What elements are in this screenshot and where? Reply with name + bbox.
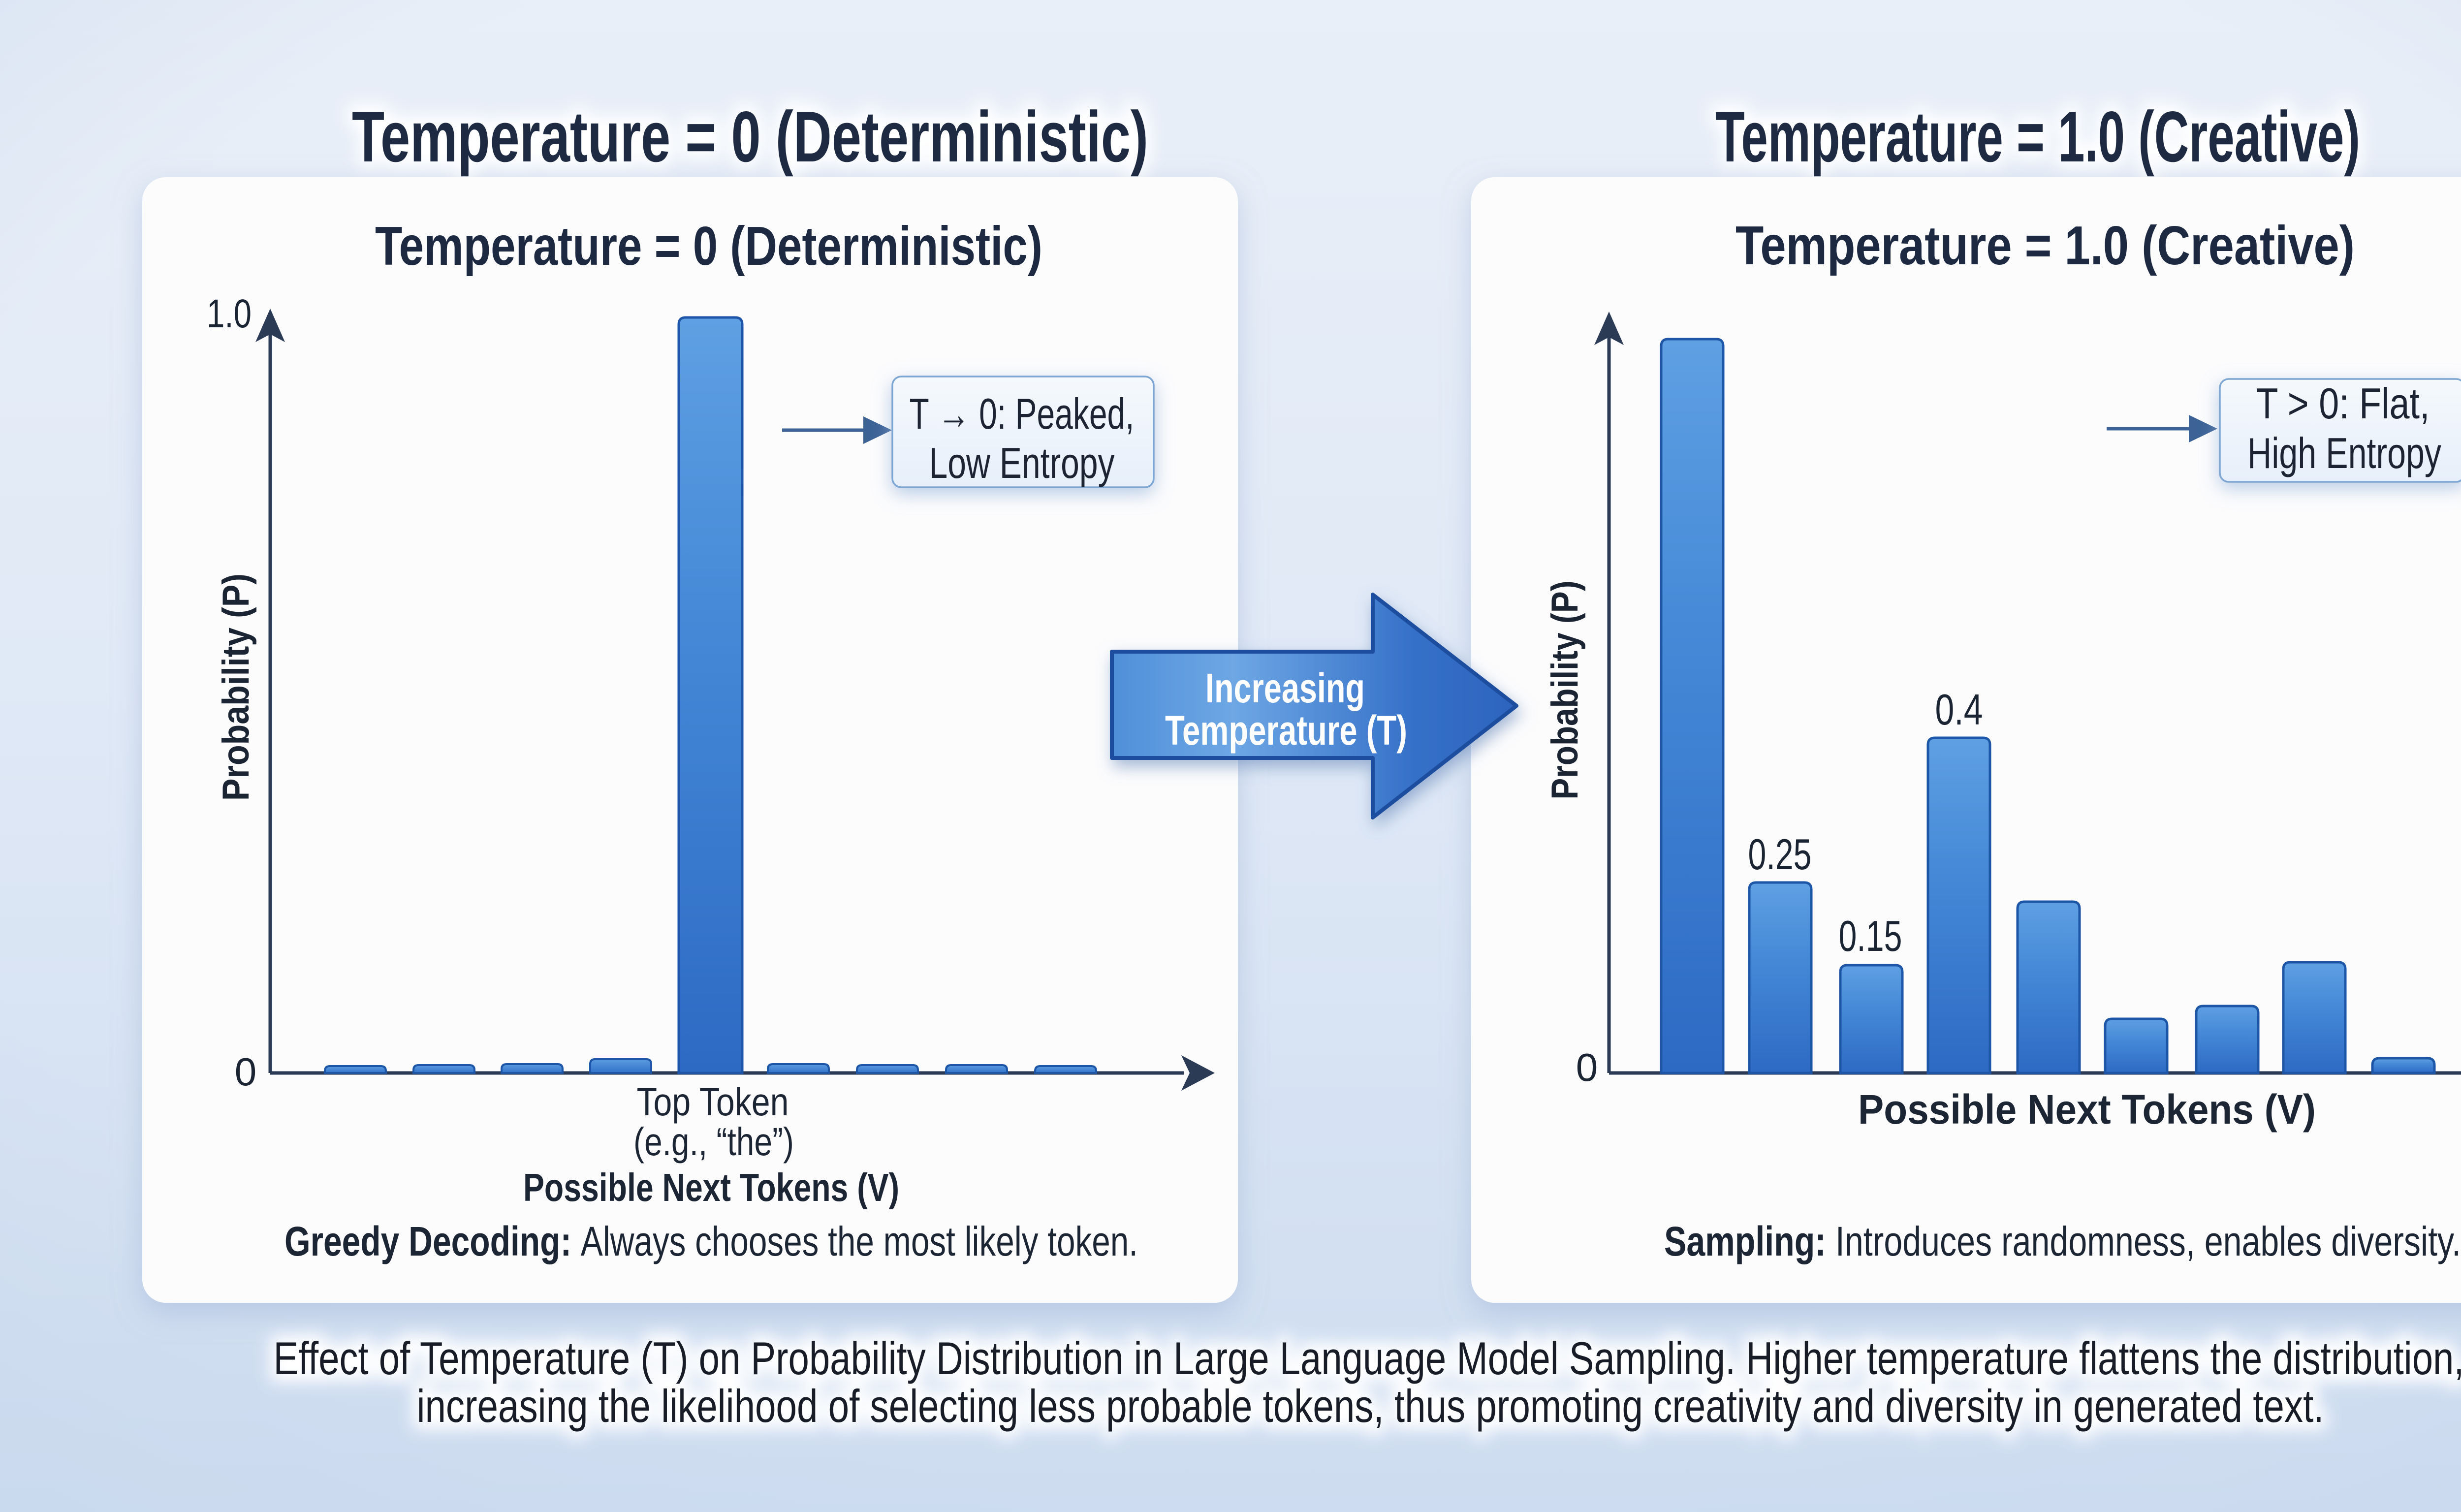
svg-text:T > 0: Flat,: T > 0: Flat, [2256, 379, 2430, 428]
svg-text:0: 0 [235, 1050, 257, 1094]
svg-text:Temperature = 0 (Deterministic: Temperature = 0 (Deterministic) [352, 96, 1148, 177]
svg-text:Temperature = 1.0 (Creative): Temperature = 1.0 (Creative) [1715, 96, 2360, 177]
svg-text:1.0: 1.0 [207, 291, 252, 336]
svg-text:0: 0 [1576, 1045, 1598, 1089]
svg-text:Top Token: Top Token [637, 1080, 789, 1124]
svg-text:(e.g., “the”): (e.g., “the”) [633, 1120, 794, 1164]
svg-text:0.4: 0.4 [1935, 685, 1983, 734]
svg-text:Probability (P): Probability (P) [215, 573, 257, 801]
svg-text:increasing the likelihood of s: increasing the likelihood of selecting l… [417, 1380, 2324, 1432]
svg-text:0.25: 0.25 [1748, 830, 1812, 879]
svg-text:Increasing: Increasing [1205, 665, 1365, 711]
svg-text:Sampling:: Sampling: [1664, 1218, 1826, 1264]
svg-text:Possible Next Tokens (V): Possible Next Tokens (V) [1858, 1086, 2316, 1133]
svg-text:Possible Next Tokens (V): Possible Next Tokens (V) [523, 1166, 899, 1209]
svg-text:Temperature = 0 (Deterministic: Temperature = 0 (Deterministic) [375, 216, 1042, 277]
svg-text:Effect of Temperature (T) on P: Effect of Temperature (T) on Probability… [274, 1332, 2461, 1384]
svg-text:High Entropy: High Entropy [2247, 429, 2441, 477]
svg-text:Introduces randomness, enables: Introduces randomness, enables diversity… [1826, 1218, 2461, 1264]
svg-text:Always chooses the most likely: Always chooses the most likely token. [571, 1218, 1138, 1264]
svg-text:Temperature = 1.0 (Creative): Temperature = 1.0 (Creative) [1715, 96, 2360, 177]
svg-text:Probability (P): Probability (P) [1544, 581, 1586, 800]
svg-text:Low Entropy: Low Entropy [929, 439, 1115, 487]
svg-text:0.15: 0.15 [1839, 912, 1902, 960]
svg-text:T → 0: Peaked,: T → 0: Peaked, [910, 389, 1135, 438]
svg-text:Temperature = 1.0 (Creative): Temperature = 1.0 (Creative) [1735, 215, 2355, 276]
svg-text:Temperature = 0 (Deterministic: Temperature = 0 (Deterministic) [352, 96, 1148, 177]
svg-text:Temperature (T): Temperature (T) [1165, 707, 1407, 754]
svg-text:Greedy Decoding:: Greedy Decoding: [284, 1218, 571, 1264]
svg-text:Effect of Temperature (T) on P: Effect of Temperature (T) on Probability… [274, 1332, 2461, 1384]
svg-text:increasing the likelihood of s: increasing the likelihood of selecting l… [417, 1380, 2324, 1432]
